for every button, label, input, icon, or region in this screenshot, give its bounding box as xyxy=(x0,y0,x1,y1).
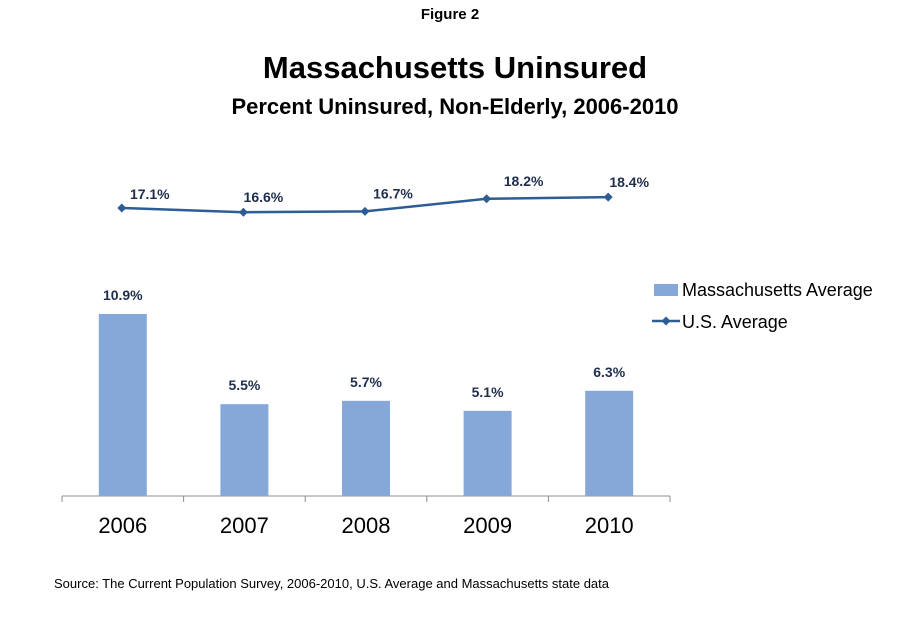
bar-data-label: 5.7% xyxy=(350,374,382,390)
bar xyxy=(585,390,634,496)
line-point xyxy=(603,192,613,202)
bars-layer: 10.9% 5.5% 5.7% 5.1% 6.3% xyxy=(98,287,634,496)
line-point xyxy=(238,207,248,217)
bar xyxy=(220,404,269,496)
line-data-label: 17.1% xyxy=(130,186,170,202)
line-point xyxy=(360,206,370,216)
line-point xyxy=(117,203,127,213)
bar xyxy=(463,410,512,496)
legend-label-line: U.S. Average xyxy=(682,312,788,332)
legend-swatch-bar xyxy=(654,284,678,296)
x-tick-label: 2007 xyxy=(220,513,269,538)
bar xyxy=(98,313,147,496)
x-tick-label: 2009 xyxy=(463,513,512,538)
x-tick-label: 2010 xyxy=(585,513,634,538)
bar-data-label: 6.3% xyxy=(593,364,625,380)
bar-data-label: 10.9% xyxy=(103,287,143,303)
x-tick-label: 2008 xyxy=(342,513,391,538)
line-layer: 17.1% 16.6% 16.7% 18.2% 18.4% xyxy=(117,173,650,217)
source-note: Source: The Current Population Survey, 2… xyxy=(54,576,610,591)
figure-label: Figure 2 xyxy=(420,6,480,23)
chart-subtitle: Percent Uninsured, Non-Elderly, 2006-201… xyxy=(231,94,679,119)
bar xyxy=(342,400,390,496)
line-data-label: 18.4% xyxy=(609,174,649,190)
legend: Massachusetts Average U.S. Average xyxy=(652,280,873,332)
x-axis: 2006 2007 2008 2009 2010 xyxy=(61,495,671,538)
bar-data-label: 5.5% xyxy=(228,377,260,393)
x-tick-label: 2006 xyxy=(98,513,147,538)
line-point xyxy=(482,194,492,204)
line-data-label: 18.2% xyxy=(504,173,544,189)
legend-marker xyxy=(661,316,671,326)
chart-title: Massachusetts Uninsured xyxy=(262,50,648,85)
line-data-label: 16.6% xyxy=(244,189,284,205)
legend-label-bar: Massachusetts Average xyxy=(682,280,873,300)
bar-data-label: 5.1% xyxy=(472,384,504,400)
line-data-label: 16.7% xyxy=(373,185,413,201)
